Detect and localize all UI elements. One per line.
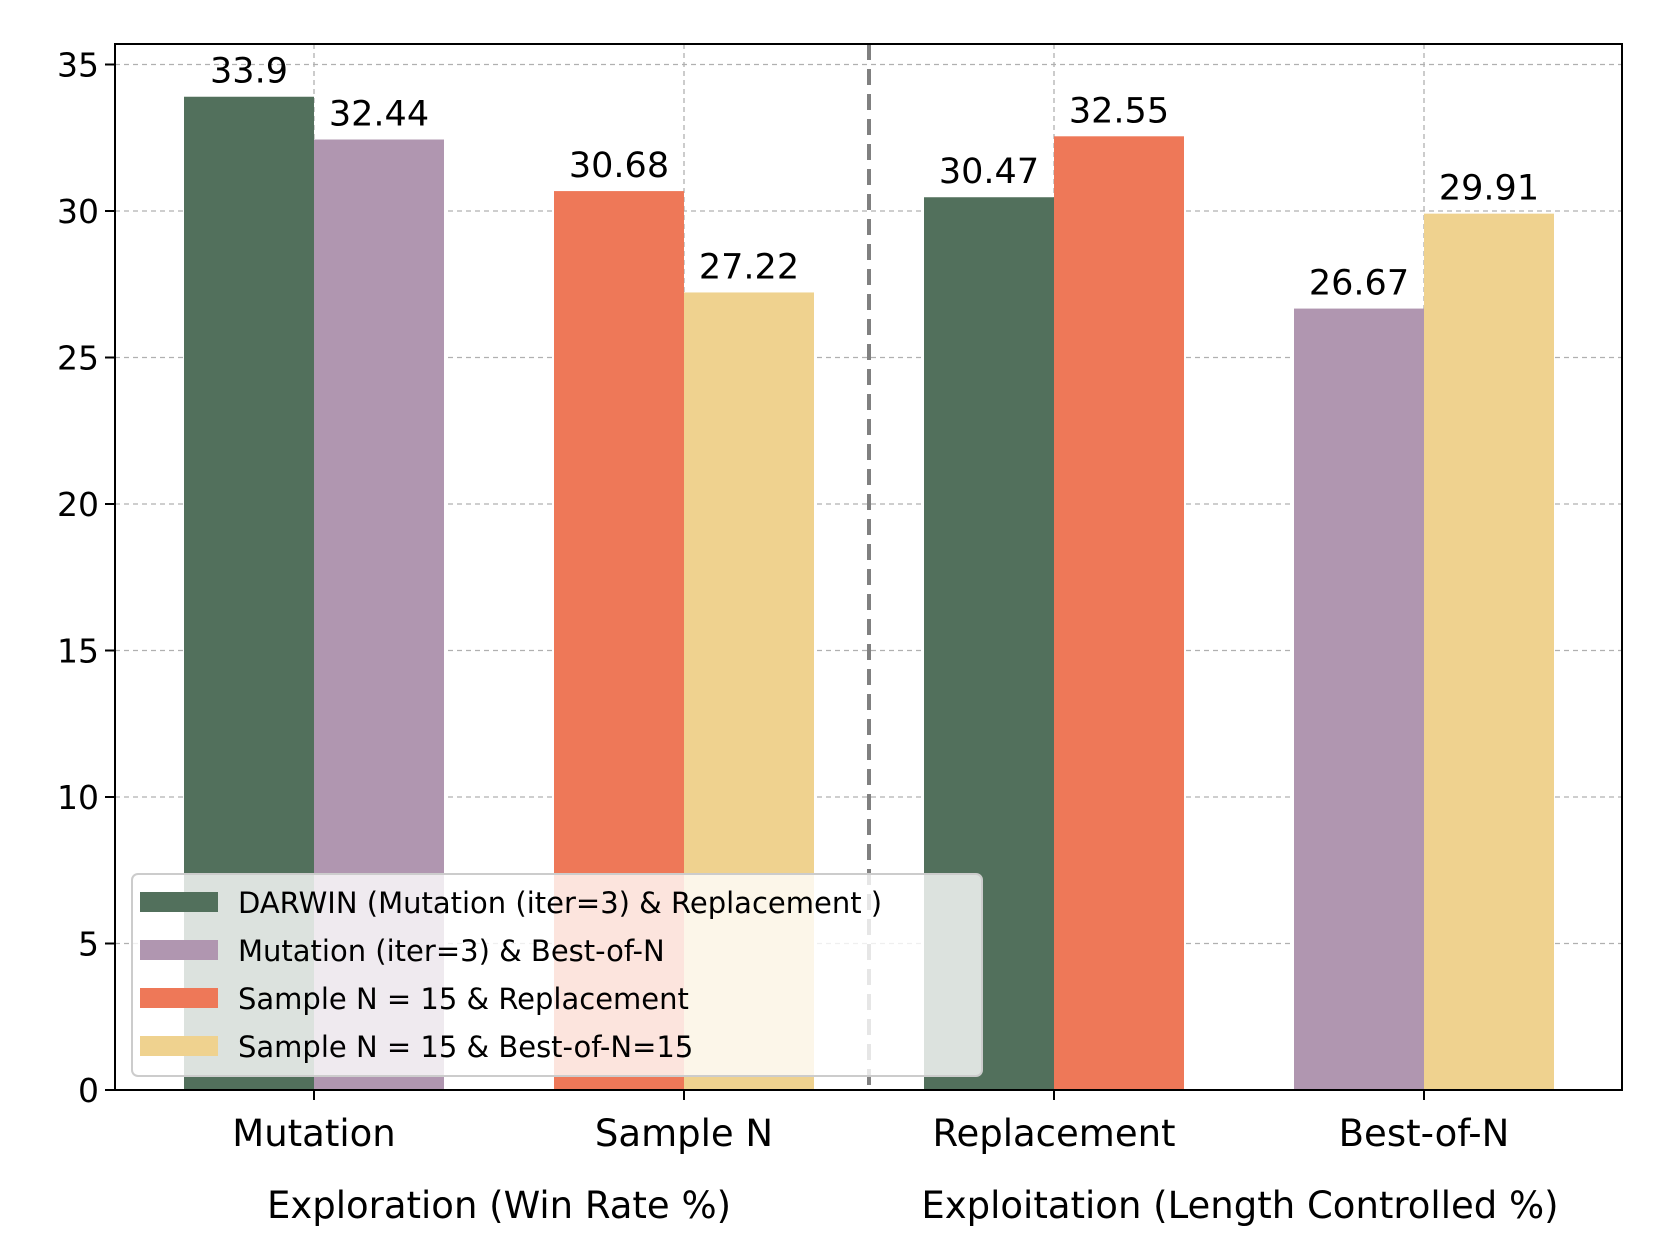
legend-box <box>131 873 983 1077</box>
y-tick-label: 30 <box>57 192 99 231</box>
legend-swatch <box>140 1036 218 1056</box>
legend-swatch <box>140 892 218 912</box>
legend-swatch <box>140 940 218 960</box>
legend-label: Mutation (iter=3) & Best-of-N <box>238 934 665 968</box>
bar-value-label: 30.47 <box>939 152 1039 192</box>
y-tick-label: 0 <box>78 1071 99 1110</box>
bar <box>1054 136 1184 1090</box>
legend-swatch <box>140 988 218 1008</box>
y-tick-label: 20 <box>57 485 99 524</box>
bar-value-label: 26.67 <box>1309 264 1409 304</box>
legend: DARWIN (Mutation (iter=3) & Replacement … <box>131 873 983 1077</box>
bar-value-label: 33.9 <box>210 52 288 92</box>
x-tick-label: Best-of-N <box>1339 1112 1510 1155</box>
x-tick-label: Sample N <box>595 1112 773 1155</box>
plot-frame <box>114 43 1623 1091</box>
legend-label: Sample N = 15 & Replacement <box>238 982 689 1016</box>
bar <box>1424 213 1554 1090</box>
y-tick-label: 25 <box>57 339 99 378</box>
axes-layer: 0 5 10 15 20 25 30 35 Mutation Sample N Replacemen… <box>57 43 1623 1227</box>
legend-label: DARWIN (Mutation (iter=3) & Replacement … <box>238 886 882 920</box>
bar-value-label: 30.68 <box>569 146 669 186</box>
bar-value-label: 32.55 <box>1069 91 1169 131</box>
group-label: Exploitation (Length Controlled %) <box>921 1184 1558 1227</box>
y-tick-label: 5 <box>78 925 99 964</box>
bar-value-label: 29.91 <box>1439 169 1539 209</box>
bar-value-label: 27.22 <box>699 247 799 287</box>
labels-layer: 33.9 32.44 30.68 27.22 30.47 32.55 26.67 29.91 <box>210 52 1539 304</box>
x-tick-label: Mutation <box>232 1112 395 1155</box>
x-tick-label: Replacement <box>932 1112 1175 1155</box>
legend-label: Sample N = 15 & Best-of-N=15 <box>238 1030 693 1064</box>
bar-value-label: 32.44 <box>329 95 429 135</box>
group-label: Exploration (Win Rate %) <box>267 1184 731 1227</box>
y-tick-label: 10 <box>57 778 99 817</box>
y-tick-label: 35 <box>57 46 99 85</box>
y-tick-label: 15 <box>57 632 99 671</box>
bar <box>1294 308 1424 1090</box>
